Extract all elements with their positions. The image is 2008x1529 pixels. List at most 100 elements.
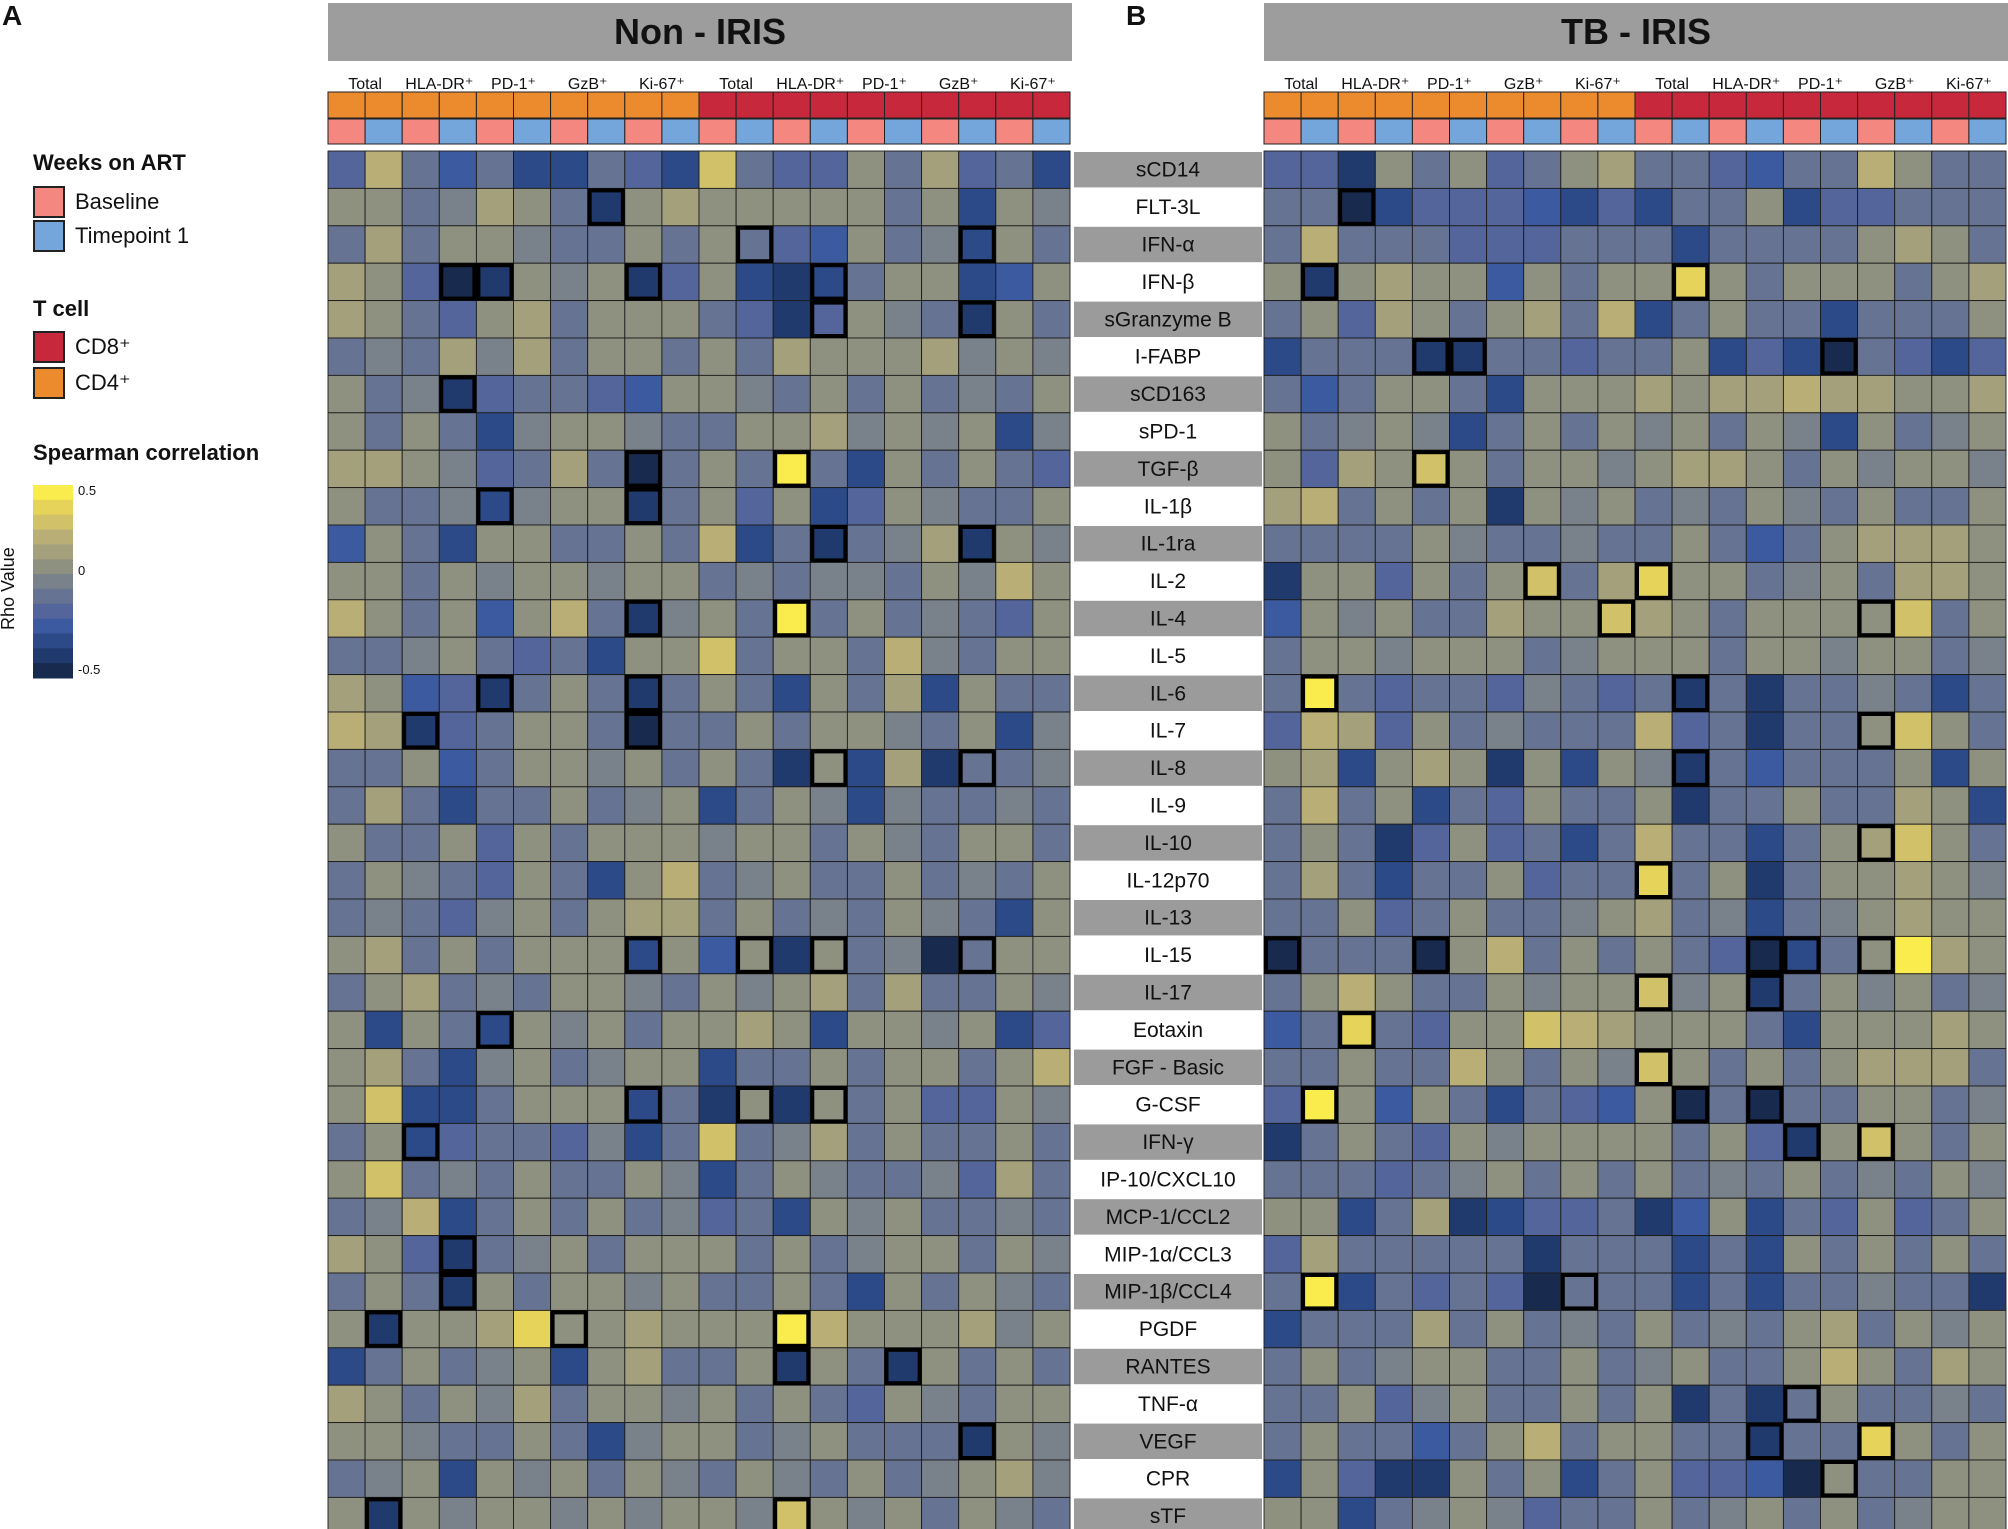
tb-iris-heat-cell: [1634, 1122, 1673, 1162]
non-iris-heat-cell: [587, 674, 626, 713]
non-iris-heat-cell: [698, 262, 737, 302]
tb-iris-heat-cell: [1486, 337, 1525, 376]
non-iris-heat-cell: [698, 1422, 737, 1461]
non-iris-significant-outline: [365, 1310, 403, 1348]
non-iris-heat-cell: [327, 636, 366, 676]
tb-iris-heat-cell: [1411, 1422, 1450, 1461]
non-iris-heat-cell: [438, 1272, 477, 1311]
non-iris-heat-cell: [995, 1235, 1034, 1274]
non-iris-heat-cell: [698, 1010, 737, 1050]
non-iris-heat-cell: [438, 1160, 477, 1199]
non-iris-heat-cell: [438, 1384, 477, 1424]
tb-iris-heat-cell: [1560, 374, 1599, 414]
non-iris-heat-cell: [884, 1085, 923, 1124]
tb-iris-heat-cell: [1857, 748, 1896, 788]
non-iris-heat-cell: [364, 1160, 403, 1199]
tb-iris-heat-cell: [1634, 1010, 1673, 1050]
tb-iris-heat-cell: [1745, 711, 1784, 750]
tb-iris-heat-cell: [1745, 524, 1784, 563]
tb-iris-heat-cell: [1745, 1010, 1784, 1050]
non-iris-heat-cell: [772, 1496, 811, 1529]
tb-iris-heat-cell: [1597, 449, 1636, 489]
tb-iris-heat-cell: [1634, 898, 1673, 937]
tb-iris-heat-cell: [1263, 823, 1302, 863]
non-iris-heat-cell: [550, 1122, 589, 1162]
tb-iris-tcell-header: [1968, 91, 2007, 119]
non-iris-heat-cell: [401, 935, 440, 975]
tb-iris-heat-cell: [1263, 898, 1302, 937]
non-iris-heat-cell: [995, 150, 1034, 189]
non-iris-heat-cell: [624, 524, 663, 563]
non-iris-heat-cell: [438, 1347, 477, 1386]
tb-iris-heat-cell: [1523, 823, 1562, 863]
row-label-band: [1074, 713, 1262, 749]
tb-iris-significant-outline: [1820, 338, 1858, 376]
tb-iris-heat-cell: [1560, 636, 1599, 676]
tb-iris-heat-cell: [1634, 823, 1673, 863]
tb-iris-heat-cell: [1931, 636, 1970, 676]
non-iris-heat-cell: [438, 861, 477, 900]
non-iris-heat-cell: [1032, 1085, 1071, 1124]
non-iris-timepoint-header: [921, 118, 960, 145]
tb-iris-column-label: PD-1⁺: [1427, 76, 1472, 93]
non-iris-heat-cell: [624, 1309, 663, 1349]
tb-iris-heat-cell: [1634, 1197, 1673, 1237]
non-iris-heat-cell: [401, 1309, 440, 1349]
tb-iris-significant-outline: [1412, 338, 1450, 376]
non-iris-heat-cell: [772, 823, 811, 863]
non-iris-heat-cell: [401, 674, 440, 713]
non-iris-heat-cell: [513, 786, 552, 825]
tb-iris-heat-cell: [1857, 1309, 1896, 1349]
tb-iris-heat-cell: [1671, 1160, 1710, 1199]
colorbar-step: [33, 514, 73, 531]
tb-iris-heat-cell: [1708, 1459, 1747, 1498]
row-label: IL-1β: [1144, 495, 1192, 518]
non-iris-heat-cell: [513, 1309, 552, 1349]
tb-iris-heat-cell: [1263, 1384, 1302, 1424]
non-iris-heat-cell: [624, 1459, 663, 1498]
tb-iris-heat-cell: [1597, 1496, 1636, 1529]
non-iris-heat-cell: [698, 898, 737, 937]
non-iris-heat-cell: [475, 524, 514, 563]
tb-iris-heat-cell: [1486, 412, 1525, 451]
tb-iris-heat-cell: [1486, 786, 1525, 825]
non-iris-heat-cell: [921, 1422, 960, 1461]
non-iris-heat-cell: [624, 187, 663, 227]
tb-iris-tcell-header: [1894, 91, 1933, 119]
tb-iris-heat-cell: [1634, 187, 1673, 227]
non-iris-heat-cell: [995, 636, 1034, 676]
non-iris-heat-cell: [661, 1459, 700, 1498]
non-iris-timepoint-header: [735, 118, 774, 145]
tb-iris-heat-cell: [1745, 1122, 1784, 1162]
non-iris-heat-cell: [475, 935, 514, 975]
tb-iris-heat-cell: [1374, 1496, 1413, 1529]
tb-iris-heat-cell: [1708, 823, 1747, 863]
non-iris-heat-cell: [587, 262, 626, 302]
tb-iris-heat-cell: [1411, 1085, 1450, 1124]
tb-iris-heat-cell: [1634, 300, 1673, 339]
non-iris-heat-cell: [921, 187, 960, 227]
non-iris-heat-cell: [624, 674, 663, 713]
non-iris-heat-cell: [995, 898, 1034, 937]
tb-iris-heat-cell: [1820, 449, 1859, 489]
tb-iris-heat-cell: [1782, 337, 1821, 376]
tb-iris-heat-cell: [1523, 524, 1562, 563]
row-label-band: [1074, 600, 1262, 637]
non-iris-heat-cell: [475, 487, 514, 526]
tb-iris-heat-cell: [1449, 262, 1488, 302]
non-iris-heat-cell: [364, 748, 403, 788]
non-iris-heat-cell: [772, 187, 811, 227]
tb-iris-heat-cell: [1782, 823, 1821, 863]
non-iris-significant-outline: [958, 749, 996, 787]
row-label-band: [1074, 1124, 1262, 1160]
non-iris-heat-cell: [958, 898, 997, 937]
tb-iris-heat-cell: [1634, 374, 1673, 414]
non-iris-heat-cell: [809, 150, 848, 189]
tb-iris-heat-cell: [1263, 786, 1302, 825]
non-iris-heat-cell: [401, 262, 440, 302]
non-iris-heat-cell: [438, 225, 477, 264]
non-iris-heat-cell: [772, 1459, 811, 1498]
tb-iris-heat-cell: [1411, 823, 1450, 863]
non-iris-heat-cell: [401, 898, 440, 937]
non-iris-heat-cell: [624, 412, 663, 451]
